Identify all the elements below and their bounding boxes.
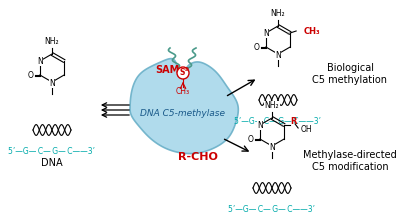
Text: S: S [180, 68, 185, 77]
Text: CH₃: CH₃ [304, 27, 321, 36]
Text: 5: 5 [281, 124, 284, 128]
Text: O: O [248, 135, 254, 143]
Text: N: N [263, 29, 269, 38]
Text: O: O [254, 42, 260, 51]
Text: C5 modification: C5 modification [312, 162, 388, 172]
Text: NH₂: NH₂ [265, 101, 279, 110]
Text: SAM: SAM [155, 65, 179, 75]
Text: R: R [290, 116, 296, 126]
Circle shape [177, 67, 189, 79]
Text: N: N [275, 51, 281, 59]
Text: 5’—G— C— G— C——3’: 5’—G— C— G— C——3’ [234, 118, 322, 126]
Text: OH: OH [301, 124, 313, 133]
Text: DNA C5-methylase: DNA C5-methylase [140, 109, 226, 118]
Text: 5’—G— C— G— C——3’: 5’—G— C— G— C——3’ [228, 206, 316, 215]
Text: ⊕: ⊕ [183, 67, 189, 72]
Polygon shape [130, 59, 238, 154]
Text: N: N [49, 78, 55, 88]
Text: NH₂: NH₂ [45, 38, 59, 46]
Text: 5: 5 [287, 32, 290, 36]
Text: CH₃: CH₃ [176, 88, 190, 97]
Text: N: N [37, 57, 43, 65]
Text: R-CHO: R-CHO [178, 152, 218, 162]
Text: 5’—G— C— G— C——3’: 5’—G— C— G— C——3’ [8, 147, 96, 156]
Text: N: N [257, 120, 263, 130]
Text: DNA: DNA [41, 158, 63, 168]
Text: O: O [28, 70, 34, 80]
Text: Biological: Biological [326, 63, 374, 73]
Text: Methylase-directed: Methylase-directed [303, 150, 397, 160]
Text: N: N [269, 143, 275, 152]
Text: NH₂: NH₂ [271, 10, 285, 19]
Text: C5 methylation: C5 methylation [312, 75, 388, 85]
